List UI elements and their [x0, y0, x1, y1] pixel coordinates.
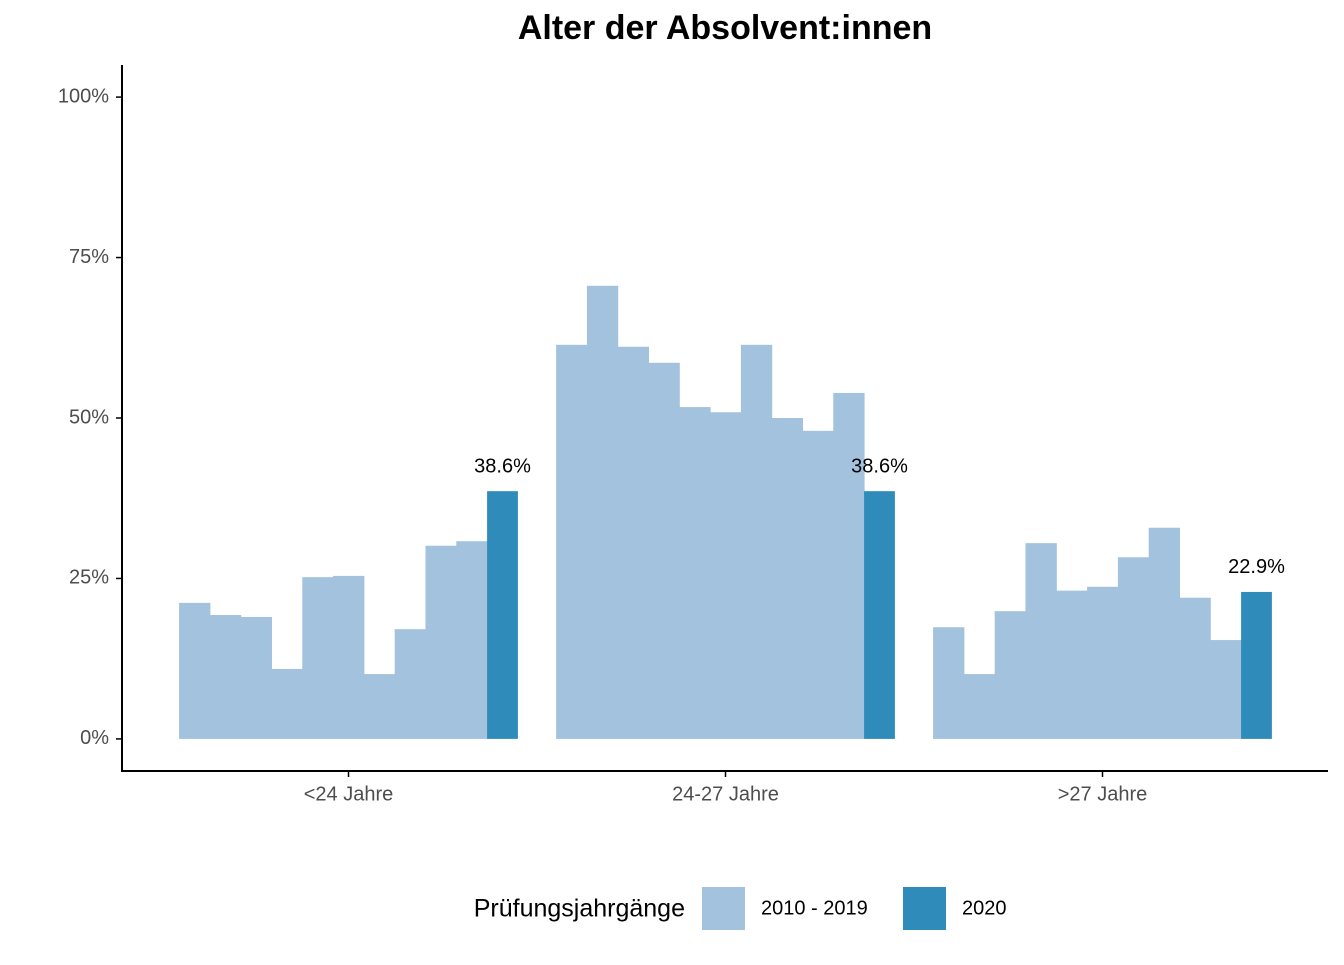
value-label: 22.9%: [1228, 556, 1285, 578]
bar: [1148, 527, 1180, 739]
bar: [363, 674, 396, 739]
bar: [1210, 640, 1242, 739]
y-tick-label: 0%: [80, 727, 109, 749]
bar: [487, 491, 518, 739]
y-tick-label: 25%: [69, 567, 109, 589]
bar: [1241, 591, 1272, 739]
bar: [864, 491, 895, 739]
chart-title: Alter der Absolvent:innen: [518, 9, 932, 47]
bar: [586, 285, 619, 739]
bar: [963, 674, 996, 739]
bar: [648, 362, 680, 739]
bar: [802, 430, 834, 739]
bar: [1087, 586, 1119, 739]
bar: [1179, 597, 1211, 739]
bar: [1117, 557, 1150, 739]
legend-label: 2010 - 2019: [761, 897, 868, 919]
bar: [179, 602, 211, 739]
bar: [394, 629, 426, 739]
y-tick-label: 100%: [58, 85, 109, 107]
legend-title: Prüfungsjahrgänge: [474, 895, 685, 923]
bar: [271, 668, 303, 739]
x-tick-label: >27 Jahre: [1058, 783, 1148, 805]
bar: [302, 577, 334, 739]
bar: [209, 615, 242, 739]
legend-swatch: [903, 887, 946, 930]
bar: [740, 344, 773, 739]
bar: [679, 407, 711, 739]
bar: [456, 541, 488, 739]
bar: [1056, 590, 1088, 739]
value-label: 38.6%: [851, 455, 908, 477]
x-tick-label: <24 Jahre: [304, 783, 394, 805]
bar: [1025, 543, 1057, 739]
y-tick-label: 50%: [69, 406, 109, 428]
bar: [333, 575, 365, 739]
legend-swatch: [702, 887, 745, 930]
legend-label: 2020: [962, 897, 1007, 919]
bar: [994, 611, 1026, 739]
bar: [556, 344, 588, 739]
y-tick-label: 75%: [69, 246, 109, 268]
bar: [710, 412, 742, 739]
bar: [933, 627, 965, 739]
value-label: 38.6%: [474, 455, 531, 477]
x-tick-label: 24-27 Jahre: [672, 783, 779, 805]
bar: [771, 418, 803, 739]
bar: [617, 346, 649, 739]
bar: [425, 545, 457, 739]
bar: [240, 616, 272, 739]
bar: [833, 392, 865, 739]
